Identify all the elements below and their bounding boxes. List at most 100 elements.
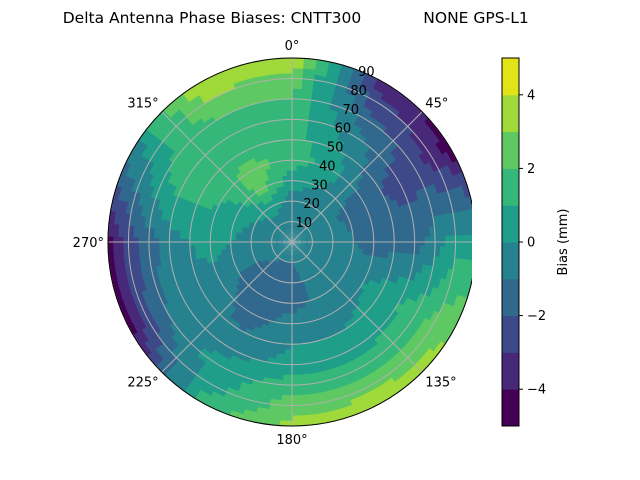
chart-title-left: Delta Antenna Phase Biases: CNTT300 [63,9,362,27]
contour-cell [297,249,303,255]
contour-cell [295,297,301,304]
contour-cell [291,139,300,146]
colorbar-segment [502,315,519,353]
contour-cell [308,227,315,232]
contour-cell [138,127,152,143]
contour-cell [424,351,439,367]
contour-cell [281,243,288,246]
contour-cell [279,265,284,272]
contour-cell [396,276,405,287]
contour-cell [135,179,146,194]
contour-cell [282,255,286,262]
contour-cell [301,243,308,246]
contour-cell [324,81,339,90]
contour-cell [283,343,293,350]
contour-cell [303,263,309,270]
contour-cell [212,362,226,374]
contour-cell [296,242,303,245]
contour-cell [344,278,353,287]
contour-cell [335,358,347,368]
contour-cell [209,390,225,402]
contour-cell [180,292,191,305]
contour-cell [287,246,291,253]
radial-tick-label: 10 [296,216,313,231]
contour-cell [278,259,283,266]
contour-cell [291,277,296,284]
contour-cell [363,233,370,240]
contour-cell [270,239,277,242]
contour-cell [284,221,288,228]
contour-cell [294,246,299,252]
contour-cell [347,110,361,121]
contour-cell [358,110,372,122]
contour-cell [182,84,198,98]
contour-cell [149,348,164,363]
contour-cell [224,87,239,98]
contour-cell [401,332,414,346]
contour-cell [220,253,228,260]
contour-cell [182,104,197,118]
contour-cell [360,105,375,117]
contour-cell [448,175,459,191]
contour-cell [373,244,380,252]
contour-cell [168,228,176,239]
contour-cell [167,289,178,302]
contour-cell [240,246,247,252]
contour-cell [281,260,286,267]
contour-cell [332,243,339,248]
contour-cell [296,251,300,257]
contour-cell [301,234,307,239]
contour-cell [324,394,339,403]
contour-cell [291,349,301,356]
contour-cell [383,382,399,395]
contour-cell [356,358,369,370]
contour-cell [293,246,297,253]
contour-cell [282,359,293,366]
contour-cell [352,243,360,250]
contour-cell [275,280,281,287]
contour-cell [225,252,233,259]
contour-cell [294,190,300,197]
contour-cell [299,296,306,304]
contour-cell [211,86,227,98]
contour-cell [342,243,349,249]
contour-cell [204,72,221,85]
contour-cell [401,287,412,299]
contour-cell [297,261,302,268]
contour-cell [308,253,314,259]
angular-gridline [161,111,293,243]
contour-cell [287,210,291,217]
contour-cell [392,222,400,232]
contour-cell [302,243,308,245]
contour-cell [221,257,229,265]
contour-cell [148,308,160,323]
contour-cell [166,335,179,350]
contour-cell [273,256,279,263]
contour-cell [263,260,270,267]
contour-cell [145,351,160,367]
contour-cell [177,340,190,354]
contour-cell [377,250,385,259]
contour-cell [289,236,292,242]
contour-cell [140,325,153,341]
contour-cell [273,113,285,121]
contour-cell [275,263,281,270]
contour-cell [282,175,289,182]
contour-cell [184,252,192,262]
contour-cell [295,185,301,192]
contour-cell [455,270,464,286]
contour-cell [310,220,317,227]
contour-cell [291,174,298,181]
contour-cell [238,381,252,391]
contour-cell [291,405,305,412]
contour-cell [312,244,319,247]
radial-tick-label: 70 [342,103,359,118]
contour-cell [276,219,282,226]
contour-cell [284,256,288,263]
contour-cell [198,87,214,100]
contour-cell [452,308,464,324]
contour-cell [291,72,305,79]
contour-cell [263,226,270,231]
contour-cell [313,215,320,222]
contour-cell [294,277,298,284]
